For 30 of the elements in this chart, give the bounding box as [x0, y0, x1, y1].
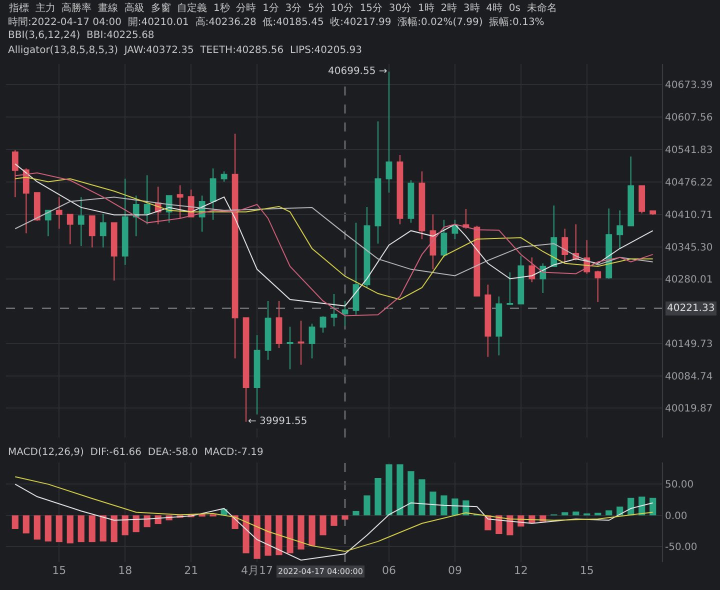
annotation: 40699.55 → [328, 66, 388, 77]
y-tick-label: 40476.22 [665, 178, 713, 189]
y-tick-label: 50.00 [665, 480, 694, 491]
text: BBI(3,6,12,24) BBI:40225.68 [8, 30, 154, 41]
ref-line-label: 2022-04-17 04:00:00 [278, 567, 363, 576]
y-tick-label: 40149.73 [665, 339, 713, 350]
x-tick-label: 15 [580, 564, 594, 577]
text: 指標 主力 高勝率 畫線 高級 多窗 自定義 1秒 分時 1分 3分 5分 10分 15分 30分 1時 2時 3時 4時 0s 未命名 [8, 2, 557, 14]
y-tick-label: 40673.39 [665, 80, 713, 92]
y-tick-label: 40410.71 [665, 210, 713, 222]
x-tick-label: 21 [184, 564, 198, 577]
y-tick-label: 40280.01 [665, 274, 713, 286]
y-tick-label: -50.00 [665, 542, 698, 553]
text: MACD(12,26,9) DIF:-61.66 DEA:-58.0 MACD:-7.19 [8, 447, 264, 458]
x-tick-label: 12 [514, 564, 528, 577]
ref-line-label: 40221.33 [667, 303, 715, 314]
y-tick-label: 0.00 [665, 510, 688, 522]
y-tick-label: 40607.56 [665, 112, 713, 124]
x-tick-label: 15 [52, 564, 66, 577]
y-tick-label: 40345.30 [665, 242, 713, 254]
annotation: ← 39991.55 [248, 416, 308, 427]
x-tick-label: 06 [382, 564, 396, 577]
text: Alligator(13,8,5,8,5,3) JAW:40372.35 TEETH:40285.56 LIPS:40205.93 [8, 45, 362, 56]
x-tick-label: 4月17 [241, 564, 274, 577]
text: 時間:2022-04-17 04:00 開:40210.01 高:40236.28 低:40185.45 收:40217.99 漲幅:0.02%(7.99) 振幅:0.13% [8, 16, 544, 28]
y-tick-label: 40541.83 [665, 145, 713, 156]
y-tick-label: 40084.74 [665, 371, 713, 382]
x-tick-label: 09 [448, 564, 462, 577]
y-tick-label: 40019.87 [665, 403, 713, 414]
x-tick-label: 18 [118, 564, 132, 577]
